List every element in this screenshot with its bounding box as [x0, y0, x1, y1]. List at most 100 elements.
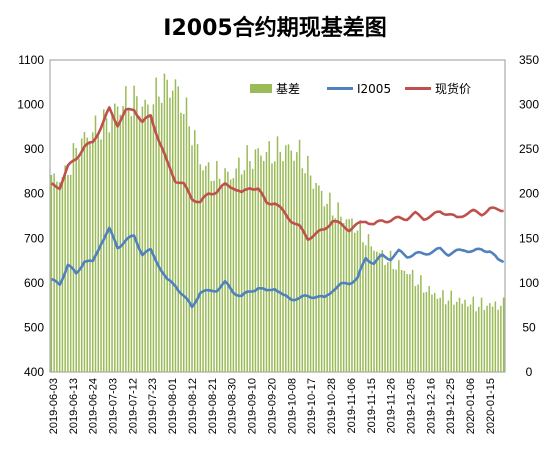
- basis-bar: [130, 116, 133, 373]
- basis-bar: [362, 242, 364, 372]
- basis-bar: [191, 145, 193, 372]
- y-left-tick-label: 800: [24, 187, 44, 201]
- basis-bar: [387, 262, 389, 372]
- basis-bar: [296, 152, 298, 372]
- basis-bar: [232, 178, 235, 372]
- basis-bar: [205, 165, 207, 372]
- basis-bar: [398, 260, 400, 372]
- basis-bar: [188, 126, 191, 372]
- basis-bar: [243, 170, 246, 372]
- basis-bar: [61, 177, 64, 372]
- basis-bar: [287, 144, 290, 372]
- y-right-tick-label: 100: [519, 276, 539, 290]
- basis-bar: [442, 290, 444, 372]
- basis-bar: [475, 311, 477, 372]
- x-tick-label: 2019-09-20: [266, 378, 278, 434]
- price-lines: [50, 106, 505, 309]
- basis-bar: [221, 187, 224, 372]
- x-axis: 2019-06-03 2019-06-13 2019-06-24 2019-07-03…: [48, 378, 497, 434]
- basis-bar: [174, 79, 177, 372]
- basis-bar: [469, 304, 472, 372]
- basis-bar: [486, 305, 488, 372]
- basis-bar: [177, 86, 179, 372]
- basis-bar: [53, 173, 55, 372]
- y-right-tick-label: 350: [519, 53, 539, 67]
- basis-bar: [500, 305, 502, 372]
- basis-bar: [229, 179, 232, 372]
- x-tick-label: 2019-12-16: [425, 378, 437, 434]
- basis-bar: [50, 174, 53, 372]
- basis-bar: [285, 145, 287, 372]
- basis-bar: [389, 250, 392, 372]
- basis-bar: [160, 102, 163, 372]
- basis-bar: [213, 180, 215, 372]
- basis-bar: [491, 306, 494, 372]
- basis-bar: [133, 85, 135, 372]
- basis-bar: [312, 188, 315, 372]
- basis-bar: [182, 114, 185, 373]
- basis-bar: [384, 265, 386, 372]
- basis-bar: [207, 162, 210, 372]
- basis-bar: [425, 291, 428, 372]
- basis-bar: [348, 219, 350, 372]
- basis-bar: [472, 296, 475, 372]
- basis-bar: [249, 160, 251, 372]
- basis-bar: [105, 118, 108, 372]
- basis-bar: [144, 99, 146, 373]
- basis-bar: [334, 218, 337, 372]
- x-tick-label: 2019-10-08: [286, 378, 298, 434]
- basis-bar: [257, 148, 259, 372]
- y-axis-right: 0 50 100 150 200 250 300 350: [519, 53, 539, 379]
- basis-bar: [279, 151, 282, 372]
- basis-bar: [69, 174, 72, 372]
- basis-bar: [381, 250, 384, 372]
- basis-bar: [111, 113, 113, 372]
- x-tick-label: 2019-08-01: [167, 378, 179, 434]
- basis-bar: [246, 145, 248, 372]
- basis-bar: [298, 139, 301, 372]
- basis-bar: [315, 182, 317, 372]
- y-right-tick-label: 250: [519, 142, 539, 156]
- basis-bar: [166, 79, 168, 372]
- basis-bar: [367, 234, 370, 372]
- basis-bar: [373, 250, 375, 372]
- basis-bar: [323, 206, 326, 372]
- basis-bar: [251, 168, 254, 372]
- basis-bar: [345, 219, 348, 372]
- basis-bar: [147, 104, 149, 373]
- basis-bar: [331, 215, 334, 372]
- y-left-tick-label: 900: [24, 142, 44, 156]
- basis-bar: [406, 274, 408, 372]
- basis-bar: [235, 168, 237, 372]
- basis-bar: [364, 245, 367, 372]
- basis-bar: [431, 294, 433, 372]
- basis-bar: [152, 104, 155, 372]
- basis-bar: [202, 170, 204, 372]
- basis-bar: [414, 286, 417, 372]
- basis-bar: [439, 297, 441, 372]
- y-left-tick-label: 700: [24, 231, 44, 245]
- basis-bar: [464, 299, 466, 372]
- y-right-tick-label: 300: [519, 98, 539, 112]
- basis-bar: [180, 112, 182, 372]
- x-tick-label: 2019-12-25: [445, 378, 457, 434]
- basis-bar: [329, 192, 331, 372]
- basis-bar: [282, 161, 284, 372]
- y-left-tick-label: 600: [24, 276, 44, 290]
- basis-bar: [116, 106, 119, 373]
- basis-bar: [254, 149, 257, 372]
- x-tick-label: 2019-07-12: [127, 378, 139, 434]
- basis-bar: [395, 269, 397, 372]
- basis-bar: [444, 304, 447, 372]
- basis-bar: [196, 144, 199, 372]
- basis-bar: [309, 175, 312, 372]
- basis-bar: [455, 301, 458, 372]
- basis-bar: [403, 270, 406, 372]
- basis-bar: [86, 137, 88, 372]
- x-tick-label: 2019-06-24: [88, 378, 100, 434]
- basis-bar: [100, 139, 102, 372]
- chart-title: I2005合约期现基差图: [163, 15, 386, 41]
- basis-bar: [458, 297, 461, 372]
- basis-bars: [50, 73, 505, 373]
